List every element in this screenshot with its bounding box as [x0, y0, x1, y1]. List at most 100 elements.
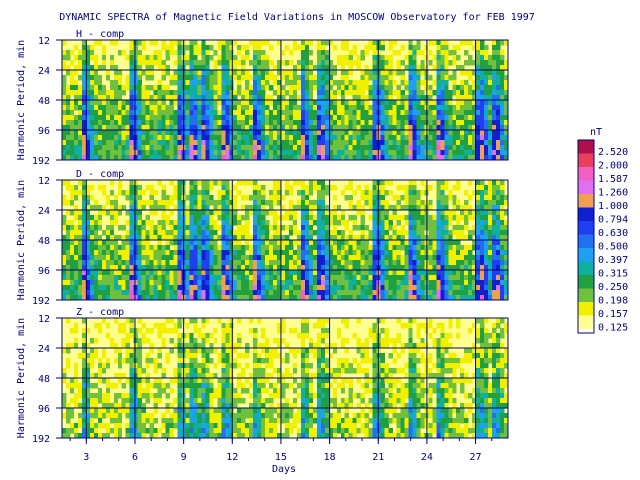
heatmap-cell — [468, 60, 473, 66]
heatmap-cell — [129, 265, 134, 271]
heatmap-cell — [388, 105, 393, 111]
heatmap-cell — [261, 260, 266, 266]
heatmap-cell — [205, 90, 210, 96]
heatmap-cell — [312, 125, 318, 131]
heatmap-cell — [476, 180, 481, 186]
heatmap-cell — [456, 260, 461, 266]
heatmap-cell — [153, 95, 158, 101]
heatmap-cell — [360, 255, 365, 261]
heatmap-cell — [93, 95, 99, 101]
heatmap-cell — [292, 90, 298, 96]
heatmap-cell — [484, 190, 489, 196]
heatmap-cell — [161, 285, 166, 291]
heatmap-cell — [476, 205, 481, 211]
heatmap-cell — [245, 255, 250, 261]
heatmap-cell — [117, 50, 123, 56]
heatmap-cell — [93, 200, 99, 206]
heatmap-cell — [117, 115, 123, 121]
heatmap-cell — [428, 85, 433, 91]
heatmap-cell — [296, 65, 302, 71]
heatmap-cell — [448, 110, 453, 116]
heatmap-cell — [229, 205, 234, 211]
heatmap-cell — [121, 373, 127, 379]
heatmap-cell — [440, 40, 445, 46]
heatmap-cell — [121, 130, 127, 136]
heatmap-cell — [288, 205, 294, 211]
heatmap-cell — [217, 250, 222, 256]
heatmap-cell — [125, 55, 130, 61]
heatmap-cell — [225, 110, 230, 116]
heatmap-cell — [233, 125, 238, 131]
heatmap-cell — [201, 185, 206, 191]
heatmap-cell — [348, 150, 353, 156]
heatmap-cell — [464, 200, 469, 206]
heatmap-cell — [404, 130, 409, 136]
heatmap-cell — [261, 145, 266, 151]
heatmap-cell — [472, 135, 477, 141]
heatmap-cell — [201, 280, 206, 286]
heatmap-cell — [173, 70, 178, 76]
heatmap-cell — [364, 270, 369, 276]
heatmap-cell — [464, 140, 469, 146]
heatmap-cell — [65, 235, 71, 241]
heatmap-cell — [332, 235, 338, 241]
heatmap-cell — [440, 290, 445, 296]
heatmap-cell — [161, 230, 166, 236]
heatmap-cell — [129, 45, 134, 51]
heatmap-cell — [452, 265, 457, 271]
heatmap-cell — [105, 105, 111, 111]
heatmap-cell — [488, 55, 493, 61]
heatmap-cell — [460, 225, 465, 231]
heatmap-cell — [133, 155, 138, 161]
heatmap-cell — [436, 135, 441, 141]
heatmap-cell — [364, 85, 369, 91]
heatmap-cell — [225, 270, 230, 276]
heatmap-cell — [193, 135, 198, 141]
heatmap-cell — [308, 130, 314, 136]
heatmap-cell — [412, 235, 417, 241]
heatmap-cell — [73, 423, 79, 429]
heatmap-cell — [189, 225, 194, 231]
heatmap-cell — [372, 115, 377, 121]
heatmap-cell — [408, 280, 413, 286]
heatmap-cell — [225, 115, 230, 121]
heatmap-cell — [62, 40, 67, 46]
heatmap-cell — [209, 140, 214, 146]
heatmap-cell — [312, 180, 318, 186]
heatmap-cell — [145, 255, 150, 261]
heatmap-cell — [73, 190, 79, 196]
heatmap-cell — [117, 270, 123, 276]
heatmap-cell — [129, 348, 134, 354]
heatmap-cell — [372, 185, 377, 191]
heatmap-cell — [145, 120, 150, 126]
heatmap-cell — [304, 250, 310, 256]
heatmap-cell — [384, 135, 389, 141]
heatmap-cell — [149, 150, 154, 156]
heatmap-cell — [304, 105, 310, 111]
heatmap-cell — [149, 185, 154, 191]
heatmap-cell — [320, 65, 326, 71]
heatmap-cell — [436, 295, 441, 301]
heatmap-cell — [81, 408, 87, 414]
heatmap-cell — [137, 240, 142, 246]
heatmap-cell — [388, 115, 393, 121]
heatmap-cell — [193, 150, 198, 156]
heatmap-cell — [292, 255, 298, 261]
heatmap-cell — [452, 145, 457, 151]
heatmap-cell — [97, 145, 103, 151]
heatmap-cell — [360, 225, 365, 231]
heatmap-cell — [392, 145, 397, 151]
heatmap-cell — [257, 100, 262, 106]
heatmap-cell — [388, 245, 393, 251]
heatmap-cell — [320, 255, 326, 261]
heatmap-cell — [217, 150, 222, 156]
heatmap-cell — [460, 110, 465, 116]
heatmap-cell — [245, 125, 250, 131]
heatmap-cell — [129, 260, 134, 266]
heatmap-cell — [300, 235, 306, 241]
heatmap-cell — [221, 255, 226, 261]
heatmap-cell — [456, 115, 461, 121]
heatmap-cell — [436, 70, 441, 76]
heatmap-cell — [380, 255, 385, 261]
heatmap-cell — [436, 220, 441, 226]
